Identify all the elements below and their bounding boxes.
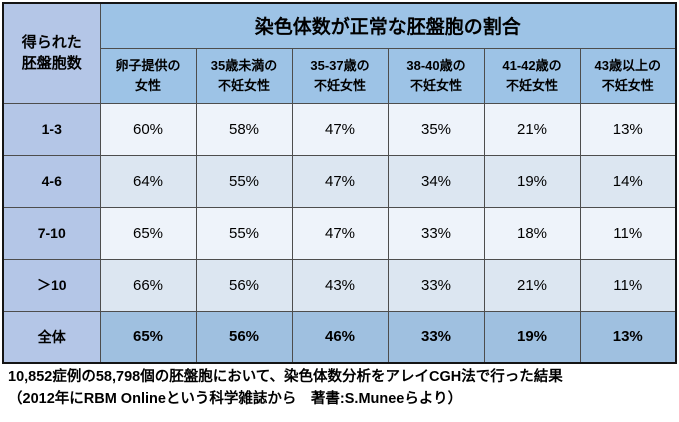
table-main-title: 染色体数が正常な胚盤胞の割合 xyxy=(99,2,677,49)
column-header-row: 卵子提供の 女性 35歳未満の 不妊女性 35-37歳の 不妊女性 38-40歳… xyxy=(3,47,677,104)
row-label: 4-6 xyxy=(2,154,101,208)
col-header-egg-donor: 卵子提供の 女性 xyxy=(99,47,197,104)
cell-value: 60% xyxy=(99,102,197,156)
corner-header-obtained-blastocysts: 得られた 胚盤胞数 xyxy=(2,2,101,104)
cell-value: 66% xyxy=(99,258,197,312)
cell-value: 47% xyxy=(291,154,389,208)
cell-value: 33% xyxy=(387,206,485,260)
row-label: ＞10 xyxy=(2,258,101,312)
col-header-41-42: 41-42歳の 不妊女性 xyxy=(483,47,581,104)
cell-value: 47% xyxy=(291,206,389,260)
table-caption: 10,852症例の58,798個の胚盤胞において、染色体数分析をアレイCGH法で… xyxy=(8,366,673,410)
cell-value: 56% xyxy=(195,258,293,312)
table-row-gt-10: ＞10 66% 56% 43% 33% 21% 11% xyxy=(2,258,677,312)
cell-value: 35% xyxy=(387,102,485,156)
cell-value: 34% xyxy=(387,154,485,208)
caption-line-2: （2012年にRBM Onlineという科学雑誌から 著書:S.Muneeらより… xyxy=(8,391,463,407)
table-row-1-3: 1-3 60% 58% 47% 35% 21% 13% xyxy=(2,102,677,156)
cell-value: 58% xyxy=(195,102,293,156)
cell-value: 55% xyxy=(195,206,293,260)
caption-line-1: 10,852症例の58,798個の胚盤胞において、染色体数分析をアレイCGH法で… xyxy=(8,369,563,385)
cell-value: 14% xyxy=(579,154,677,208)
cell-value: 21% xyxy=(483,258,581,312)
col-header-under-35: 35歳未満の 不妊女性 xyxy=(195,47,293,104)
cell-value: 56% xyxy=(195,310,293,364)
cell-value: 18% xyxy=(483,206,581,260)
cell-value: 13% xyxy=(579,310,677,364)
row-label: 7-10 xyxy=(2,206,101,260)
row-label: 全体 xyxy=(2,310,101,364)
cell-value: 11% xyxy=(579,206,677,260)
blastocyst-normal-rate-table: 得られた 胚盤胞数 染色体数が正常な胚盤胞の割合 卵子提供の 女性 35歳未満の… xyxy=(2,2,677,364)
table-row-7-10: 7-10 65% 55% 47% 33% 18% 11% xyxy=(2,206,677,260)
col-header-38-40: 38-40歳の 不妊女性 xyxy=(387,47,485,104)
cell-value: 11% xyxy=(579,258,677,312)
cell-value: 21% xyxy=(483,102,581,156)
col-header-35-37: 35-37歳の 不妊女性 xyxy=(291,47,389,104)
cell-value: 33% xyxy=(387,258,485,312)
table-row-total: 全体 65% 56% 46% 33% 19% 13% xyxy=(2,310,677,364)
table-title-row: 得られた 胚盤胞数 染色体数が正常な胚盤胞の割合 xyxy=(2,2,677,104)
cell-value: 65% xyxy=(99,310,197,364)
cell-value: 65% xyxy=(99,206,197,260)
cell-value: 47% xyxy=(291,102,389,156)
table-row-4-6: 4-6 64% 55% 47% 34% 19% 14% xyxy=(2,154,677,208)
cell-value: 43% xyxy=(291,258,389,312)
cell-value: 64% xyxy=(99,154,197,208)
cell-value: 13% xyxy=(579,102,677,156)
col-header-43-plus: 43歳以上の 不妊女性 xyxy=(579,47,677,104)
cell-value: 19% xyxy=(483,310,581,364)
row-label: 1-3 xyxy=(2,102,101,156)
cell-value: 19% xyxy=(483,154,581,208)
cell-value: 33% xyxy=(387,310,485,364)
cell-value: 55% xyxy=(195,154,293,208)
cell-value: 46% xyxy=(291,310,389,364)
